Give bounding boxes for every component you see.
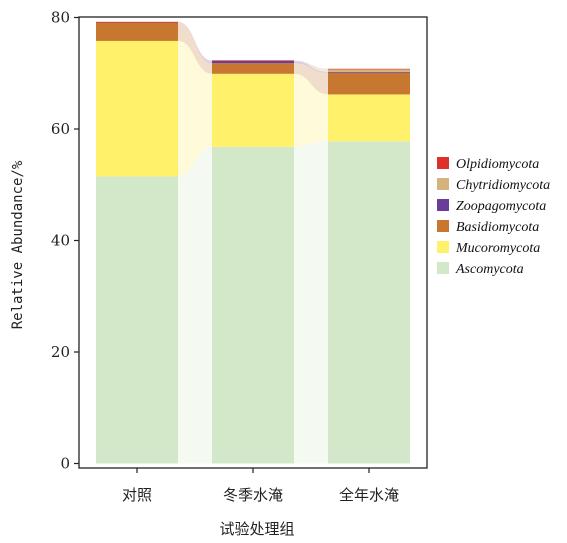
flow-band-basidiomycota — [294, 63, 328, 95]
bar-segment-mucoromycota — [212, 73, 294, 147]
flow-band-olpidiomycota — [294, 60, 328, 70]
y-tick-label: 60 — [51, 120, 70, 138]
y-axis-title: Relative Abundance/% — [10, 160, 26, 329]
legend-label-chytridiomycota: Chytridiomycota — [456, 178, 550, 193]
y-tick-label: 80 — [51, 9, 70, 27]
bar-segment-mucoromycota — [328, 94, 410, 142]
flow-band-zoopagomycota — [294, 60, 328, 73]
legend-label-basidiomycota: Basidiomycota — [456, 220, 539, 235]
bar-segment-mucoromycota — [96, 40, 178, 177]
y-tick-label: 40 — [51, 232, 70, 250]
bar-segment-zoopagomycota — [212, 60, 294, 64]
bar-segment-basidiomycota — [328, 72, 410, 95]
x-axis: 对照 冬季水淹 全年水淹 — [122, 468, 399, 504]
flow-band-chytridiomycota — [294, 60, 328, 72]
legend: Olpidiomycota Chytridiomycota Zoopagomycot… — [437, 157, 550, 277]
legend-label-zoopagomycota: Zoopagomycota — [456, 199, 546, 214]
y-tick-label: 0 — [60, 455, 70, 473]
flow-band-ascomycota — [178, 146, 212, 464]
bar-segment-ascomycota — [96, 176, 178, 464]
flow-bands — [178, 21, 328, 464]
bar-segment-ascomycota — [328, 141, 410, 464]
x-tick-label: 全年水淹 — [339, 486, 399, 504]
legend-swatch-chytridiomycota — [437, 178, 449, 190]
bars — [96, 21, 410, 464]
legend-swatch-olpidiomycota — [437, 157, 449, 169]
bar-segment-olpidiomycota — [328, 68, 410, 70]
legend-swatch-mucoromycota — [437, 241, 449, 253]
x-axis-title: 试验处理组 — [219, 520, 294, 538]
legend-swatch-basidiomycota — [437, 220, 449, 232]
flow-band-chytridiomycota — [178, 21, 212, 61]
flow-band-zoopagomycota — [178, 22, 212, 64]
bar-segment-chytridiomycota — [328, 69, 410, 72]
flow-band-mucoromycota — [178, 40, 212, 177]
bar-segment-olpidiomycota — [212, 60, 294, 61]
flow-band-basidiomycota — [178, 22, 212, 74]
legend-label-mucoromycota: Mucoromycota — [455, 241, 540, 256]
y-axis: 0 20 40 60 80 — [51, 9, 79, 473]
flow-band-ascomycota — [294, 141, 328, 464]
flow-band-olpidiomycota — [178, 21, 212, 61]
x-tick-label: 对照 — [122, 486, 152, 504]
bar-segment-basidiomycota — [96, 22, 178, 41]
bar-segment-olpidiomycota — [96, 21, 178, 23]
y-tick-label: 20 — [51, 343, 70, 361]
x-tick-label: 冬季水淹 — [223, 486, 283, 504]
legend-label-ascomycota: Ascomycota — [455, 262, 524, 277]
legend-label-olpidiomycota: Olpidiomycota — [456, 157, 539, 172]
legend-swatch-ascomycota — [437, 262, 449, 274]
bar-segment-basidiomycota — [212, 63, 294, 74]
flow-band-mucoromycota — [294, 73, 328, 147]
bar-segment-ascomycota — [212, 146, 294, 464]
legend-swatch-zoopagomycota — [437, 199, 449, 211]
bar-segment-zoopagomycota — [328, 71, 410, 73]
